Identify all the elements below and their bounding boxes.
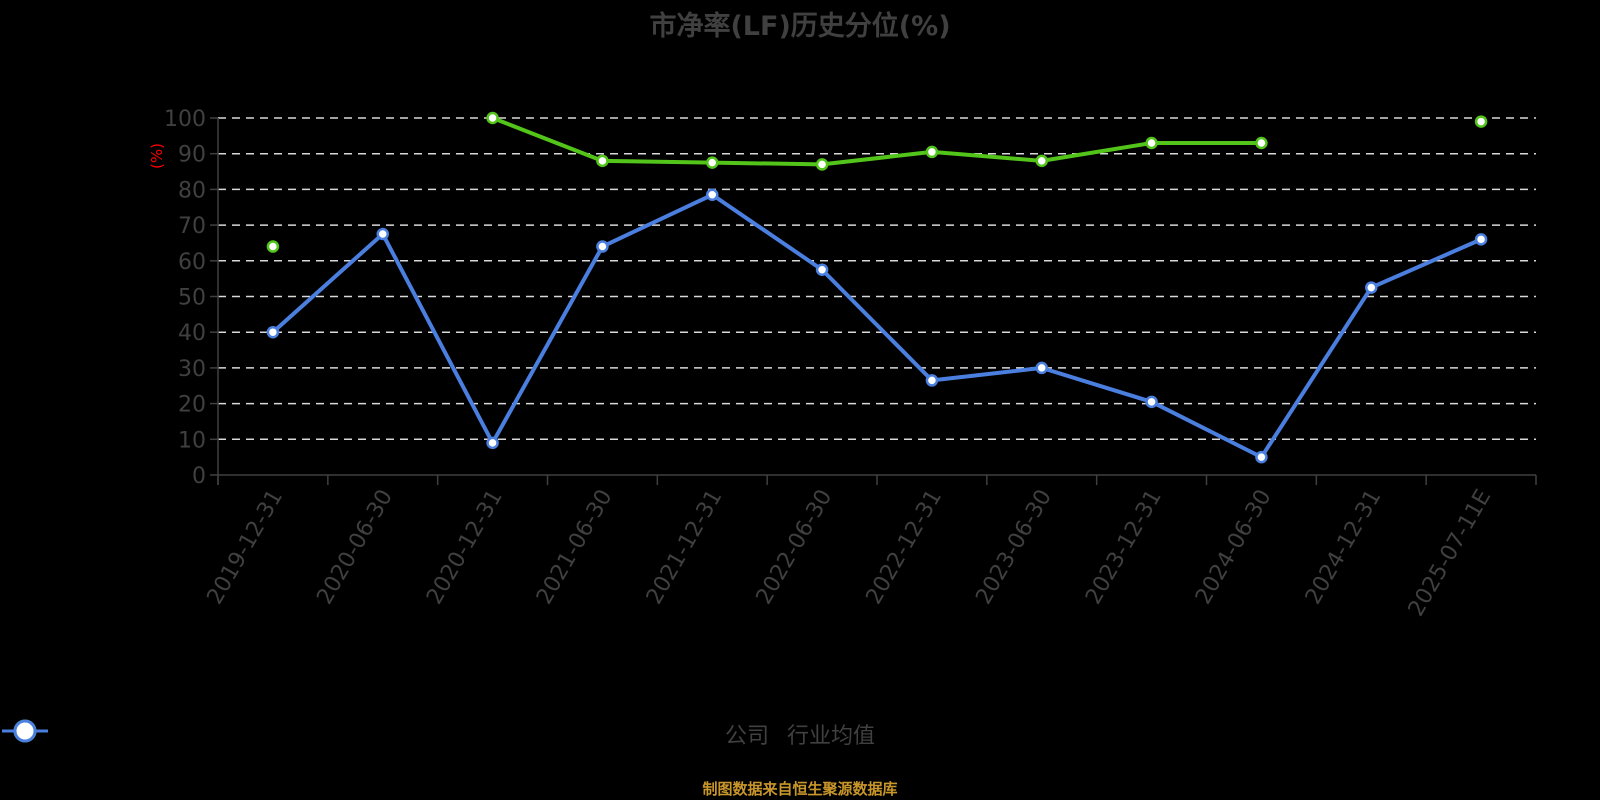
data-point[interactable] xyxy=(266,240,280,253)
data-point[interactable] xyxy=(925,374,939,387)
legend-label-company: 公司 xyxy=(724,724,769,749)
data-point[interactable] xyxy=(706,156,719,169)
data-point[interactable] xyxy=(1365,281,1378,294)
series-line xyxy=(271,192,1482,460)
y-tick-label: 70 xyxy=(178,214,206,239)
data-point[interactable] xyxy=(925,145,939,159)
x-tick-label: 2022-06-30 xyxy=(752,486,838,609)
y-tick-label: 20 xyxy=(178,393,206,418)
y-tick-label: 0 xyxy=(192,464,206,489)
x-tick-label: 2024-06-30 xyxy=(1191,486,1277,609)
x-tick-label: 2020-12-31 xyxy=(422,486,508,609)
data-point[interactable] xyxy=(1035,361,1048,375)
y-axis-unit: (%) xyxy=(148,143,166,169)
data-point[interactable] xyxy=(486,111,499,125)
x-tick-label: 2021-12-31 xyxy=(642,486,728,609)
x-tick-label: 2023-06-30 xyxy=(971,486,1057,609)
y-tick-label: 30 xyxy=(178,357,206,382)
legend-label-industry: 行业均值 xyxy=(787,724,876,749)
data-point[interactable] xyxy=(486,436,499,450)
data-point[interactable] xyxy=(815,263,829,276)
data-point[interactable] xyxy=(706,188,719,202)
x-tick-label: 2022-12-31 xyxy=(862,486,948,609)
legend-item-company[interactable]: 公司 xyxy=(2,718,769,750)
data-point[interactable] xyxy=(1145,136,1158,150)
data-point[interactable] xyxy=(1035,154,1048,168)
x-tick-label: 2021-06-30 xyxy=(532,486,618,609)
x-tick-label: 2024-12-31 xyxy=(1301,486,1387,609)
data-point[interactable] xyxy=(1255,136,1268,150)
data-point[interactable] xyxy=(815,158,829,171)
y-tick-label: 60 xyxy=(178,250,206,275)
y-tick-label: 10 xyxy=(178,428,206,453)
data-point[interactable] xyxy=(1145,395,1158,409)
data-point[interactable] xyxy=(266,325,280,339)
x-tick-label: 2023-12-31 xyxy=(1081,486,1167,609)
data-point[interactable] xyxy=(376,227,389,241)
legend: 公司 行业均值 xyxy=(0,718,1600,750)
data-source-footer: 制图数据来自恒生聚源数据库 xyxy=(702,780,898,798)
x-tick-label: 2019-12-31 xyxy=(203,486,289,609)
x-tick-label: 2025-07-11E xyxy=(1404,486,1497,621)
legend-item-industry[interactable]: 行业均值 xyxy=(2,718,876,750)
industry-legend-icon xyxy=(2,719,48,743)
x-tick-label: 2020-06-30 xyxy=(312,486,398,609)
data-point[interactable] xyxy=(1474,115,1488,128)
data-point[interactable] xyxy=(1474,233,1488,246)
y-tick-label: 50 xyxy=(178,286,206,311)
y-tick-label: 100 xyxy=(164,107,206,132)
y-tick-label: 40 xyxy=(178,321,206,346)
y-tick-label: 80 xyxy=(178,178,206,203)
data-point[interactable] xyxy=(596,240,609,253)
data-point[interactable] xyxy=(1255,450,1268,464)
data-point[interactable] xyxy=(596,154,609,168)
y-tick-label: 90 xyxy=(178,143,206,168)
chart-title: 市净率(LF)历史分位(%) xyxy=(649,11,951,42)
series-line xyxy=(491,116,1262,167)
